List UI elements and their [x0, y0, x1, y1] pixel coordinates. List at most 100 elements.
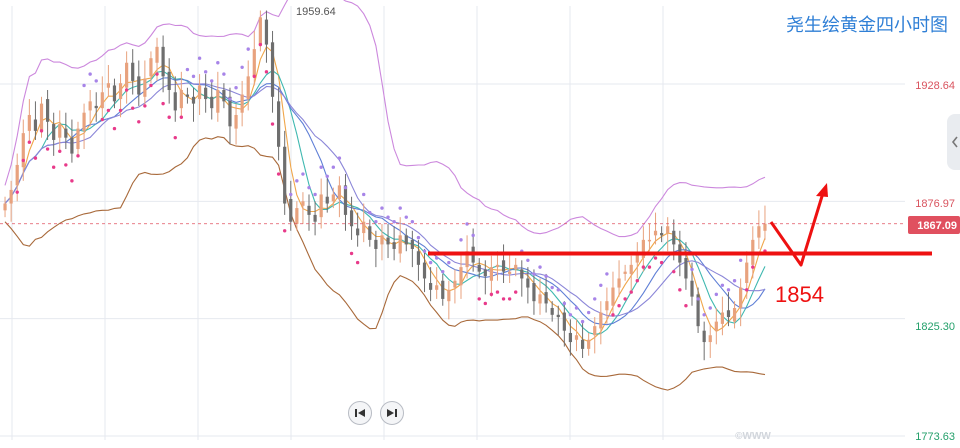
sar-dot: [635, 279, 639, 283]
sar-dot: [507, 297, 512, 301]
sar-dot: [124, 88, 129, 92]
side-panel-toggle[interactable]: [947, 114, 960, 170]
candle-body: [118, 83, 123, 100]
candle-body: [82, 112, 86, 131]
sar-dot: [556, 288, 560, 292]
candle-body: [739, 287, 743, 308]
candle-body: [362, 221, 366, 234]
sar-dot: [270, 122, 275, 126]
grid-lines: [0, 6, 905, 440]
candle-body: [368, 226, 372, 240]
sar-dot: [465, 222, 469, 226]
sar-dot: [422, 249, 427, 253]
candle-body: [720, 312, 725, 324]
candle-body: [714, 321, 718, 331]
sar-dot: [51, 165, 56, 169]
sar-dot: [611, 313, 615, 317]
candle-body: [477, 264, 481, 272]
sar-dot: [100, 117, 105, 122]
sar-dot: [362, 192, 366, 197]
candle-body: [428, 283, 433, 290]
sar-dot: [289, 192, 293, 197]
candle-body: [277, 101, 281, 147]
sar-dot: [179, 115, 184, 119]
candle-body: [264, 19, 269, 45]
support-label: 1854: [775, 282, 824, 307]
sar-dot: [586, 310, 591, 315]
candle-body: [605, 301, 609, 311]
sar-dot: [562, 301, 567, 306]
sar-dot: [617, 304, 621, 308]
candle-body: [240, 94, 244, 113]
sar-dot: [191, 74, 196, 79]
sar-dot: [149, 83, 153, 88]
sar-dot: [76, 154, 80, 158]
candle-body: [435, 285, 439, 290]
sar-dot: [489, 292, 494, 297]
candle-body: [745, 262, 749, 284]
sar-dot: [337, 156, 342, 160]
sar-dot: [708, 306, 712, 310]
candle-body: [301, 201, 305, 206]
candle-body: [343, 185, 348, 215]
bollinger-upper-band: [4, 0, 766, 238]
sar-dot: [471, 233, 475, 238]
candle-body: [508, 271, 512, 274]
sar-dot: [252, 74, 256, 79]
candle-body: [702, 330, 706, 343]
sar-dot: [714, 292, 719, 297]
candle-body: [295, 208, 299, 224]
sar-dot: [416, 235, 421, 240]
candle-body: [538, 294, 542, 304]
candle-body: [39, 103, 44, 131]
sar-dot: [410, 220, 415, 224]
candle-body: [708, 335, 712, 343]
sar-dot: [441, 269, 445, 274]
candle-body: [3, 203, 7, 211]
candle-body: [416, 251, 421, 265]
bollinger-lower-band: [4, 136, 766, 391]
candle-body: [143, 78, 147, 97]
sar-dot: [15, 190, 19, 194]
candle-body: [398, 235, 402, 254]
scroll-forward-button[interactable]: [380, 401, 404, 425]
sar-dot: [228, 97, 232, 101]
candle-body: [483, 269, 487, 277]
sar-dot: [295, 179, 299, 183]
candle-body: [125, 62, 129, 88]
sar-dot: [118, 108, 123, 113]
sar-dot: [33, 156, 38, 160]
candle-body: [593, 326, 597, 336]
candle-body: [313, 214, 317, 222]
candle-body: [374, 239, 378, 249]
sar-dot: [210, 79, 214, 83]
forecast-arrow-head: [816, 183, 828, 197]
sar-dot: [532, 272, 536, 276]
candle-body: [179, 89, 183, 109]
candle-body: [325, 196, 329, 204]
scroll-back-button[interactable]: [348, 401, 372, 425]
sar-dot: [726, 288, 731, 292]
candle-body: [623, 271, 627, 274]
sar-dot: [386, 215, 390, 219]
sar-dot: [720, 283, 725, 287]
sar-dot: [319, 165, 323, 169]
sar-dot: [690, 267, 694, 272]
sar-dot: [301, 172, 305, 176]
chevron-left-icon: [951, 136, 958, 148]
candle-body: [70, 137, 74, 154]
sar-dot: [167, 115, 171, 119]
candle-body: [149, 58, 153, 77]
candle-body: [690, 280, 694, 297]
sar-dot: [732, 279, 737, 283]
sar-dot: [684, 304, 688, 308]
price-axis: 1928.64 1876.97 1825.30 1773.63: [915, 80, 955, 443]
sar-dot: [161, 101, 165, 106]
moving-average-line: [4, 45, 766, 343]
candle-body: [58, 124, 62, 138]
sar-dot: [514, 290, 518, 294]
sar-dot: [623, 297, 627, 301]
parabolic-sar: [15, 42, 767, 324]
candle-body: [550, 307, 554, 315]
candle-body: [629, 264, 633, 274]
